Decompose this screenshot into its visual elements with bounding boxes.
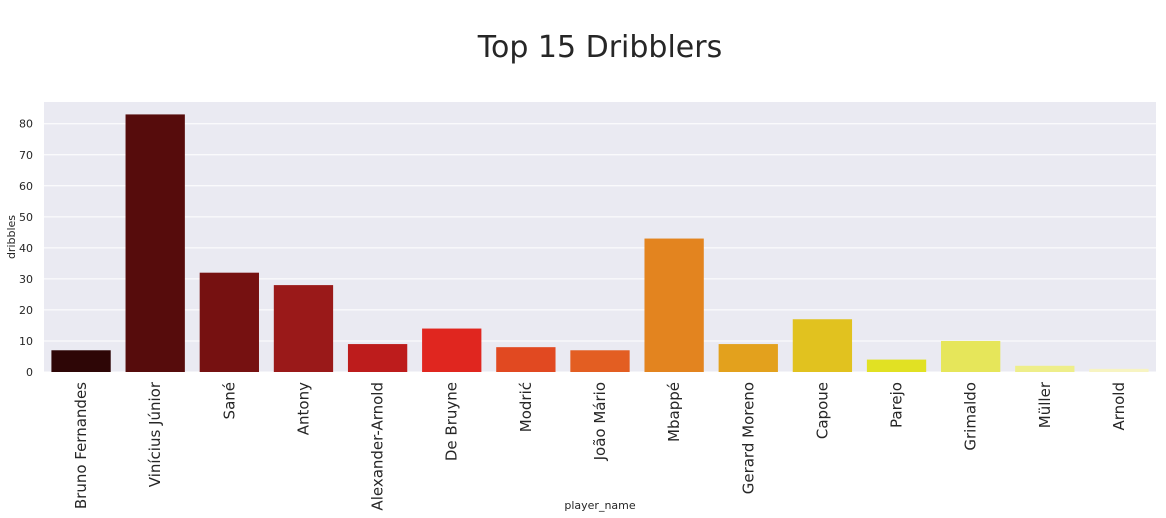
bar	[792, 319, 853, 372]
x-tick-label: Mbappé	[665, 382, 683, 442]
x-tick-labels: Bruno Fernandes Vinícius Júnior Sané Antony…	[72, 381, 1128, 510]
y-tick-label: 50	[19, 211, 33, 224]
x-tick-label: Parejo	[888, 382, 906, 428]
bar	[941, 340, 1001, 372]
y-axis-label: dribbles	[5, 215, 18, 259]
bar	[718, 344, 778, 372]
bar	[1089, 368, 1149, 372]
bar	[644, 238, 704, 372]
y-tick-label: 70	[19, 149, 33, 162]
x-tick-label: Sané	[220, 382, 238, 419]
x-tick-label: Vinícius Júnior	[146, 381, 164, 487]
bar	[496, 347, 556, 372]
chart-title: Top 15 Dribblers	[477, 30, 723, 65]
x-tick-label: João Mário	[591, 382, 609, 461]
x-tick-label: Grimaldo	[962, 382, 980, 451]
x-tick-label: Arnold	[1110, 382, 1128, 431]
y-tick-label: 20	[19, 304, 33, 317]
x-tick-label: Antony	[294, 382, 312, 435]
x-tick-label: Müller	[1036, 381, 1054, 428]
bar	[51, 350, 111, 372]
bar	[347, 344, 408, 372]
bar	[866, 359, 927, 372]
x-tick-label: De Bruyne	[443, 382, 461, 461]
bar	[273, 285, 334, 372]
y-tick-label: 80	[19, 118, 33, 131]
y-tick-label: 60	[19, 180, 33, 193]
bar	[422, 328, 482, 372]
bars	[51, 114, 1149, 373]
bar	[199, 272, 259, 372]
bar	[125, 114, 185, 373]
x-tick-label: Gerard Moreno	[739, 382, 757, 494]
x-tick-label: Modrić	[517, 382, 535, 432]
x-tick-label: Bruno Fernandes	[72, 382, 90, 509]
x-tick-label: Alexander-Arnold	[369, 382, 387, 511]
y-tick-label: 30	[19, 273, 33, 286]
x-axis-label: player_name	[564, 499, 636, 512]
y-tick-label: 40	[19, 242, 33, 255]
x-tick-label: Capoue	[813, 382, 831, 439]
y-tick-label: 0	[26, 366, 33, 379]
y-tick-labels: 0 10 20 30 40 50 60 70 80	[19, 118, 33, 379]
y-tick-label: 10	[19, 335, 33, 348]
bar	[1015, 365, 1075, 372]
bar	[570, 350, 630, 372]
gridlines	[44, 123, 1156, 373]
